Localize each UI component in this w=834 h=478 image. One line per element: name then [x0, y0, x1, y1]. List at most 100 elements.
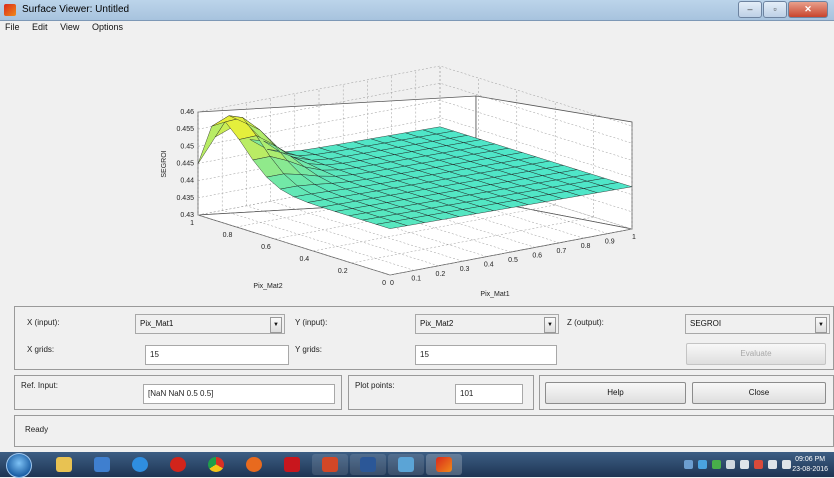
taskbar-people[interactable] — [388, 454, 424, 475]
menu-edit[interactable]: Edit — [32, 22, 48, 32]
status-panel: Ready — [14, 415, 834, 447]
surface-cell — [600, 182, 633, 190]
taskbar-word[interactable] — [350, 454, 386, 475]
x-tick-label: 0.2 — [436, 271, 446, 278]
word-icon — [360, 457, 376, 472]
x-grids-field[interactable]: 15 — [145, 345, 289, 365]
x-tick-label: 0.1 — [411, 275, 421, 282]
chevron-down-icon[interactable]: ▼ — [544, 317, 556, 333]
z-output-value: SEGROI — [690, 319, 722, 328]
y-tick-label: 1 — [190, 220, 194, 227]
z-tick-label: 0.445 — [176, 161, 194, 168]
close-window-button[interactable]: ✕ — [788, 1, 828, 18]
x-input-value: Pix_Mat1 — [140, 319, 174, 328]
tray-app-icon[interactable] — [684, 460, 693, 469]
system-tray: 09:06 PM 23-08-2016 — [644, 452, 834, 477]
clock-time: 09:06 PM — [795, 456, 826, 463]
x-tick-label: 0.4 — [484, 262, 494, 269]
x-tick-label: 0.7 — [557, 248, 567, 255]
tray-shield-icon[interactable] — [698, 460, 707, 469]
y-input-dropdown[interactable]: Pix_Mat2 ▼ — [415, 314, 559, 334]
ref-input-panel: Ref. Input: [NaN NaN 0.5 0.5] — [14, 375, 342, 410]
taskbar-firefox[interactable] — [236, 454, 272, 475]
x-grids-label: X grids: — [27, 345, 55, 354]
tray-update-icon[interactable] — [712, 460, 721, 469]
x-tick-label: 1 — [632, 234, 636, 241]
y-tick-label: 0.4 — [299, 256, 309, 263]
tray-bluetooth-icon[interactable] — [726, 460, 735, 469]
tray-volume-icon[interactable] — [768, 460, 777, 469]
chrome-icon — [208, 457, 224, 472]
status-text: Ready — [25, 425, 49, 434]
internet-explorer-icon — [132, 457, 148, 472]
z-output-dropdown[interactable]: SEGROI ▼ — [685, 314, 830, 334]
matlab-icon — [436, 457, 452, 472]
tray-network-icon[interactable] — [740, 460, 749, 469]
x-tick-label: 0.3 — [460, 266, 470, 273]
people-icon — [398, 457, 414, 472]
menu-file[interactable]: File — [5, 22, 20, 32]
taskbar-powerpoint[interactable] — [312, 454, 348, 475]
taskbar: 09:06 PM 23-08-2016 — [0, 452, 834, 478]
plot-points-panel: Plot points: 101 — [348, 375, 534, 410]
media-player-icon — [94, 457, 110, 472]
z-tick-label: 0.46 — [180, 109, 194, 116]
y-input-value: Pix_Mat2 — [420, 319, 454, 328]
help-button[interactable]: Help — [545, 382, 686, 404]
z-tick-label: 0.435 — [176, 195, 194, 202]
x-input-dropdown[interactable]: Pix_Mat1 ▼ — [135, 314, 285, 334]
x-input-label: X (input): — [27, 318, 60, 327]
chevron-down-icon[interactable]: ▼ — [270, 317, 282, 333]
z-tick-label: 0.45 — [180, 143, 194, 150]
pdf-icon — [284, 457, 300, 472]
powerpoint-icon — [322, 457, 338, 472]
matlab-app-icon — [4, 4, 16, 16]
y-grids-field[interactable]: 15 — [415, 345, 557, 365]
z-axis-label: SEGROI — [161, 150, 168, 177]
taskbar-ie[interactable] — [122, 454, 158, 475]
evaluate-button[interactable]: Evaluate — [686, 343, 826, 365]
taskbar-explorer[interactable] — [46, 454, 82, 475]
x-tick-label: 0.8 — [581, 243, 591, 250]
x-axis-label: Pix_Mat1 — [480, 291, 509, 298]
folder-icon — [56, 457, 72, 472]
taskbar-opera[interactable] — [160, 454, 196, 475]
x-tick-label: 0.6 — [532, 252, 542, 259]
chevron-down-icon[interactable]: ▼ — [815, 317, 827, 333]
minimize-button[interactable]: – — [738, 1, 762, 18]
x-tick-label: 0.5 — [508, 257, 518, 264]
ref-input-field[interactable]: [NaN NaN 0.5 0.5] — [143, 384, 335, 404]
y-input-label: Y (input): — [295, 318, 328, 327]
y-grids-label: Y grids: — [295, 345, 322, 354]
tray-flag-icon[interactable] — [782, 460, 791, 469]
taskbar-media[interactable] — [84, 454, 120, 475]
z-tick-label: 0.455 — [176, 126, 194, 133]
x-tick-label: 0.9 — [605, 239, 615, 246]
taskbar-acrobat[interactable] — [274, 454, 310, 475]
y-tick-label: 0 — [382, 280, 386, 287]
menu-options[interactable]: Options — [91, 22, 123, 32]
y-tick-label: 0.8 — [223, 232, 233, 239]
taskbar-chrome[interactable] — [198, 454, 234, 475]
x-tick-label: 0 — [390, 280, 394, 287]
clock[interactable]: 09:06 PM 23-08-2016 — [792, 455, 828, 475]
tray-battery-icon[interactable] — [754, 460, 763, 469]
menu-view[interactable]: View — [60, 22, 80, 32]
action-panel: Help Close — [539, 375, 834, 410]
y-tick-label: 0.6 — [261, 244, 271, 251]
start-button[interactable] — [6, 453, 32, 478]
title-bar: Surface Viewer: Untitled – ▫ ✕ — [0, 0, 834, 21]
clock-date: 23-08-2016 — [792, 466, 828, 473]
window-controls: – ▫ ✕ — [737, 1, 828, 18]
close-button[interactable]: Close — [692, 382, 826, 404]
plot-points-field[interactable]: 101 — [455, 384, 523, 404]
surface-plot[interactable]: 0.46 0.455 0.45 0.445 0.44 0.435 0.43 0 0.1 0.2 0.… — [0, 34, 834, 302]
firefox-icon — [246, 457, 262, 472]
variable-panel: X (input): Pix_Mat1 ▼ Y (input): Pix_Mat… — [14, 306, 834, 370]
taskbar-matlab[interactable] — [426, 454, 462, 475]
plot-area[interactable]: 0.46 0.455 0.45 0.445 0.44 0.435 0.43 0 0.1 0.2 0.… — [0, 34, 834, 302]
maximize-button[interactable]: ▫ — [763, 1, 787, 18]
z-output-label: Z (output): — [567, 318, 604, 327]
plot-points-label: Plot points: — [355, 381, 395, 390]
z-tick-label: 0.43 — [180, 212, 194, 219]
